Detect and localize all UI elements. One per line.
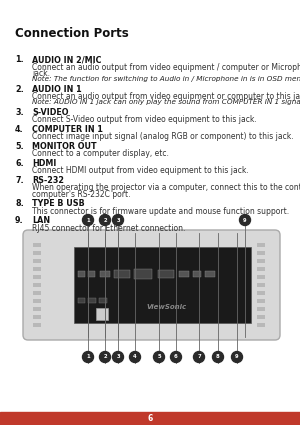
Text: AUDIO IN 2/MIC: AUDIO IN 2/MIC — [32, 55, 101, 64]
Circle shape — [112, 351, 124, 363]
Text: COMPUTER IN 1: COMPUTER IN 1 — [32, 125, 103, 133]
Text: This connector is for firmware update and mouse function support.: This connector is for firmware update an… — [32, 207, 289, 215]
Circle shape — [154, 351, 164, 363]
Bar — [88, 271, 95, 277]
Bar — [88, 298, 96, 303]
Text: Note: AUDIO IN 1 jack can only play the sound from COMPUTER IN 1 signal.: Note: AUDIO IN 1 jack can only play the … — [32, 99, 300, 105]
Bar — [257, 307, 265, 311]
Text: 2: 2 — [103, 354, 107, 360]
Text: RS-232: RS-232 — [32, 176, 64, 184]
Bar — [96, 308, 108, 320]
Bar — [33, 259, 41, 263]
Text: Connect S-Video output from video equipment to this jack.: Connect S-Video output from video equipm… — [32, 115, 257, 124]
Text: When operating the projector via a computer, connect this to the controlling: When operating the projector via a compu… — [32, 183, 300, 192]
Bar — [205, 271, 215, 277]
Bar — [114, 269, 130, 278]
Bar — [33, 323, 41, 327]
Text: 9: 9 — [243, 218, 247, 223]
Bar — [33, 251, 41, 255]
Bar — [257, 323, 265, 327]
Bar — [179, 271, 189, 277]
Bar — [100, 271, 110, 277]
Text: Note: The function for switching to Audio in / Microphone in is in OSD menu.: Note: The function for switching to Audi… — [32, 76, 300, 82]
FancyBboxPatch shape — [23, 230, 280, 340]
Text: 2.: 2. — [15, 85, 24, 94]
Bar — [257, 251, 265, 255]
Text: Connection Ports: Connection Ports — [15, 27, 129, 40]
Bar — [257, 283, 265, 287]
Bar — [33, 315, 41, 319]
Text: 1: 1 — [86, 354, 90, 360]
Bar — [257, 267, 265, 271]
Text: 4: 4 — [133, 354, 137, 360]
Text: 8.: 8. — [15, 199, 24, 208]
Text: 6: 6 — [147, 414, 153, 423]
Text: 4.: 4. — [15, 125, 24, 133]
Text: AUDIO IN 1: AUDIO IN 1 — [32, 85, 82, 94]
Text: 9.: 9. — [15, 216, 24, 225]
Circle shape — [112, 215, 124, 226]
Bar — [33, 267, 41, 271]
Text: 7: 7 — [197, 354, 201, 360]
Circle shape — [194, 351, 205, 363]
Circle shape — [100, 351, 110, 363]
Bar — [74, 247, 251, 323]
Text: LAN: LAN — [32, 216, 50, 225]
Text: RJ45 connector for Ethernet connection.: RJ45 connector for Ethernet connection. — [32, 224, 185, 232]
Bar — [158, 269, 174, 278]
Text: jack.: jack. — [32, 69, 50, 78]
Bar — [134, 269, 152, 279]
Bar — [257, 275, 265, 279]
Circle shape — [82, 351, 94, 363]
Bar — [33, 291, 41, 295]
Text: TYPE B USB: TYPE B USB — [32, 199, 85, 208]
Text: 1: 1 — [86, 218, 90, 223]
Bar — [257, 315, 265, 319]
Bar — [99, 298, 107, 303]
Circle shape — [130, 351, 140, 363]
Text: ViewSonic: ViewSonic — [146, 304, 187, 310]
Text: 5.: 5. — [15, 142, 24, 150]
Text: 8: 8 — [216, 354, 220, 360]
Bar — [257, 299, 265, 303]
Bar — [33, 299, 41, 303]
Text: computer's RS-232C port.: computer's RS-232C port. — [32, 190, 130, 198]
Text: Connect HDMI output from video equipment to this jack.: Connect HDMI output from video equipment… — [32, 166, 249, 175]
Text: MONITOR OUT: MONITOR OUT — [32, 142, 97, 150]
Circle shape — [239, 215, 250, 226]
Text: HDMI: HDMI — [32, 159, 56, 167]
Text: 6: 6 — [174, 354, 178, 360]
Text: 3: 3 — [116, 354, 120, 360]
Text: 3: 3 — [116, 218, 120, 223]
Circle shape — [232, 351, 242, 363]
Circle shape — [170, 351, 182, 363]
Text: 7.: 7. — [15, 176, 24, 184]
Bar — [33, 283, 41, 287]
Text: 2: 2 — [103, 218, 107, 223]
Bar — [0, 412, 300, 425]
Circle shape — [82, 215, 94, 226]
Bar — [193, 271, 201, 277]
Bar — [257, 259, 265, 263]
Bar — [257, 291, 265, 295]
Text: Connect image input signal (analog RGB or component) to this jack.: Connect image input signal (analog RGB o… — [32, 132, 294, 141]
Text: 3.: 3. — [15, 108, 24, 116]
Bar — [257, 243, 265, 247]
Bar — [78, 298, 85, 303]
Bar — [33, 275, 41, 279]
Text: Connect an audio output from video equipment / computer or Microphone to this: Connect an audio output from video equip… — [32, 62, 300, 71]
Text: 5: 5 — [157, 354, 161, 360]
Bar — [78, 271, 85, 277]
Bar — [33, 243, 41, 247]
Bar — [33, 307, 41, 311]
Circle shape — [100, 215, 110, 226]
Text: Connect to a computer display, etc.: Connect to a computer display, etc. — [32, 149, 169, 158]
Text: Connect an audio output from video equipment or computer to this jack.: Connect an audio output from video equip… — [32, 92, 300, 101]
Text: 9: 9 — [235, 354, 239, 360]
Text: 6.: 6. — [15, 159, 24, 167]
Text: S-VIDEO: S-VIDEO — [32, 108, 68, 116]
Text: 1.: 1. — [15, 55, 24, 64]
Circle shape — [212, 351, 224, 363]
